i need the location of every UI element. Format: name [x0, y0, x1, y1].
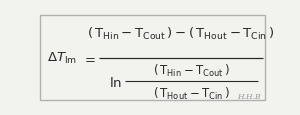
- Text: $(\,\mathrm{T}_{\mathrm{Hin}} - \mathrm{T}_{\mathrm{Cout}}\,)$: $(\,\mathrm{T}_{\mathrm{Hin}} - \mathrm{…: [153, 62, 230, 78]
- Text: $\mathrm{ln}$: $\mathrm{ln}$: [109, 75, 122, 89]
- Text: H.H.B: H.H.B: [237, 92, 261, 100]
- FancyBboxPatch shape: [40, 16, 266, 101]
- Text: $=$: $=$: [82, 52, 96, 65]
- Text: $(\,\mathrm{T}_{\mathrm{Hin}} - \mathrm{T}_{\mathrm{Cout}}\,) - (\,\mathrm{T}_{\: $(\,\mathrm{T}_{\mathrm{Hin}} - \mathrm{…: [87, 25, 275, 41]
- Text: $(\,\mathrm{T}_{\mathrm{Hout}} - \mathrm{T}_{\mathrm{Cin}}\,)$: $(\,\mathrm{T}_{\mathrm{Hout}} - \mathrm…: [153, 86, 230, 101]
- Text: $\Delta T_{\mathrm{lm}}$: $\Delta T_{\mathrm{lm}}$: [47, 51, 77, 66]
